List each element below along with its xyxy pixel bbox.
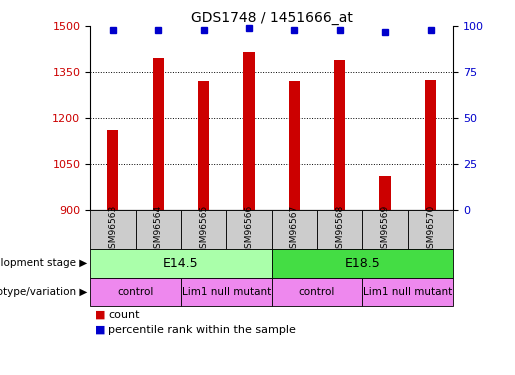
Bar xyxy=(181,278,272,306)
Bar xyxy=(243,52,254,210)
Bar xyxy=(272,278,363,306)
Title: GDS1748 / 1451666_at: GDS1748 / 1451666_at xyxy=(191,11,353,25)
Text: ■: ■ xyxy=(95,325,106,335)
Bar xyxy=(425,80,436,210)
Text: GSM96564: GSM96564 xyxy=(153,205,163,254)
Bar xyxy=(272,210,317,249)
Bar xyxy=(90,210,135,249)
Bar xyxy=(152,58,164,210)
Text: GSM96570: GSM96570 xyxy=(426,205,435,254)
Bar xyxy=(181,210,226,249)
Bar xyxy=(408,210,453,249)
Text: Lim1 null mutant: Lim1 null mutant xyxy=(363,286,453,297)
Text: GSM96567: GSM96567 xyxy=(290,205,299,254)
Text: GSM96566: GSM96566 xyxy=(245,205,253,254)
Text: Lim1 null mutant: Lim1 null mutant xyxy=(182,286,271,297)
Bar xyxy=(289,81,300,210)
Text: count: count xyxy=(108,310,140,320)
Bar xyxy=(90,249,272,278)
Bar xyxy=(198,81,209,210)
Bar xyxy=(107,130,118,210)
Text: E14.5: E14.5 xyxy=(163,257,199,270)
Bar xyxy=(363,278,453,306)
Text: E18.5: E18.5 xyxy=(345,257,380,270)
Bar xyxy=(272,249,453,278)
Bar xyxy=(90,278,181,306)
Text: control: control xyxy=(299,286,335,297)
Bar xyxy=(135,210,181,249)
Bar xyxy=(334,60,346,210)
Text: development stage ▶: development stage ▶ xyxy=(0,258,88,268)
Text: ■: ■ xyxy=(95,310,106,320)
Bar xyxy=(317,210,363,249)
Text: percentile rank within the sample: percentile rank within the sample xyxy=(108,325,296,335)
Text: genotype/variation ▶: genotype/variation ▶ xyxy=(0,286,88,297)
Text: GSM96565: GSM96565 xyxy=(199,205,208,254)
Text: control: control xyxy=(117,286,153,297)
Text: GSM96569: GSM96569 xyxy=(381,205,390,254)
Bar xyxy=(226,210,272,249)
Bar xyxy=(380,176,391,210)
Text: GSM96563: GSM96563 xyxy=(108,205,117,254)
Bar xyxy=(363,210,408,249)
Text: GSM96568: GSM96568 xyxy=(335,205,344,254)
